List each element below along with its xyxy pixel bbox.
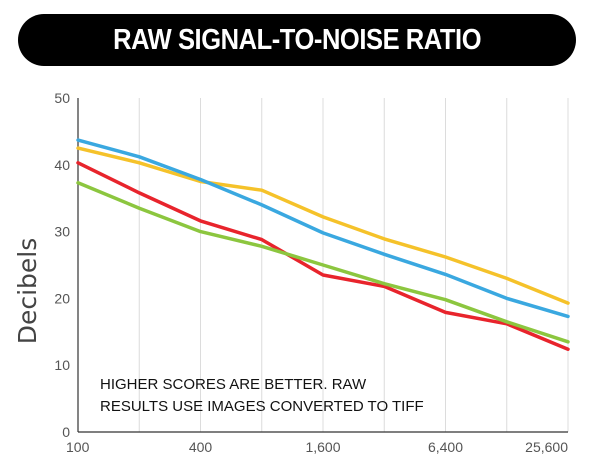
chart-note: RESULTS USE IMAGES CONVERTED TO TIFF xyxy=(100,398,424,415)
y-tick-label: 50 xyxy=(54,90,70,106)
series-line-3 xyxy=(76,161,570,351)
x-tick-label: 400 xyxy=(189,439,213,455)
y-tick-label: 10 xyxy=(54,357,70,373)
y-tick-label: 0 xyxy=(62,424,70,440)
series-line-4 xyxy=(76,181,570,344)
chart-note: HIGHER SCORES ARE BETTER. RAW xyxy=(100,376,367,393)
y-tick-label: 30 xyxy=(54,224,70,240)
chart-title-banner: RAW SIGNAL-TO-NOISE RATIO xyxy=(18,14,576,66)
x-tick-label: 1,600 xyxy=(305,439,340,455)
x-tick-label: 6,400 xyxy=(428,439,463,455)
x-tick-label: 25,600 xyxy=(525,439,568,455)
y-axis-label: Decibels xyxy=(13,238,42,345)
series-line-2 xyxy=(76,138,570,319)
series-line-1 xyxy=(76,146,570,305)
y-tick-label: 40 xyxy=(54,157,70,173)
x-tick-label: 100 xyxy=(66,439,90,455)
chart-title: RAW SIGNAL-TO-NOISE RATIO xyxy=(112,23,482,56)
y-tick-label: 20 xyxy=(54,290,70,306)
